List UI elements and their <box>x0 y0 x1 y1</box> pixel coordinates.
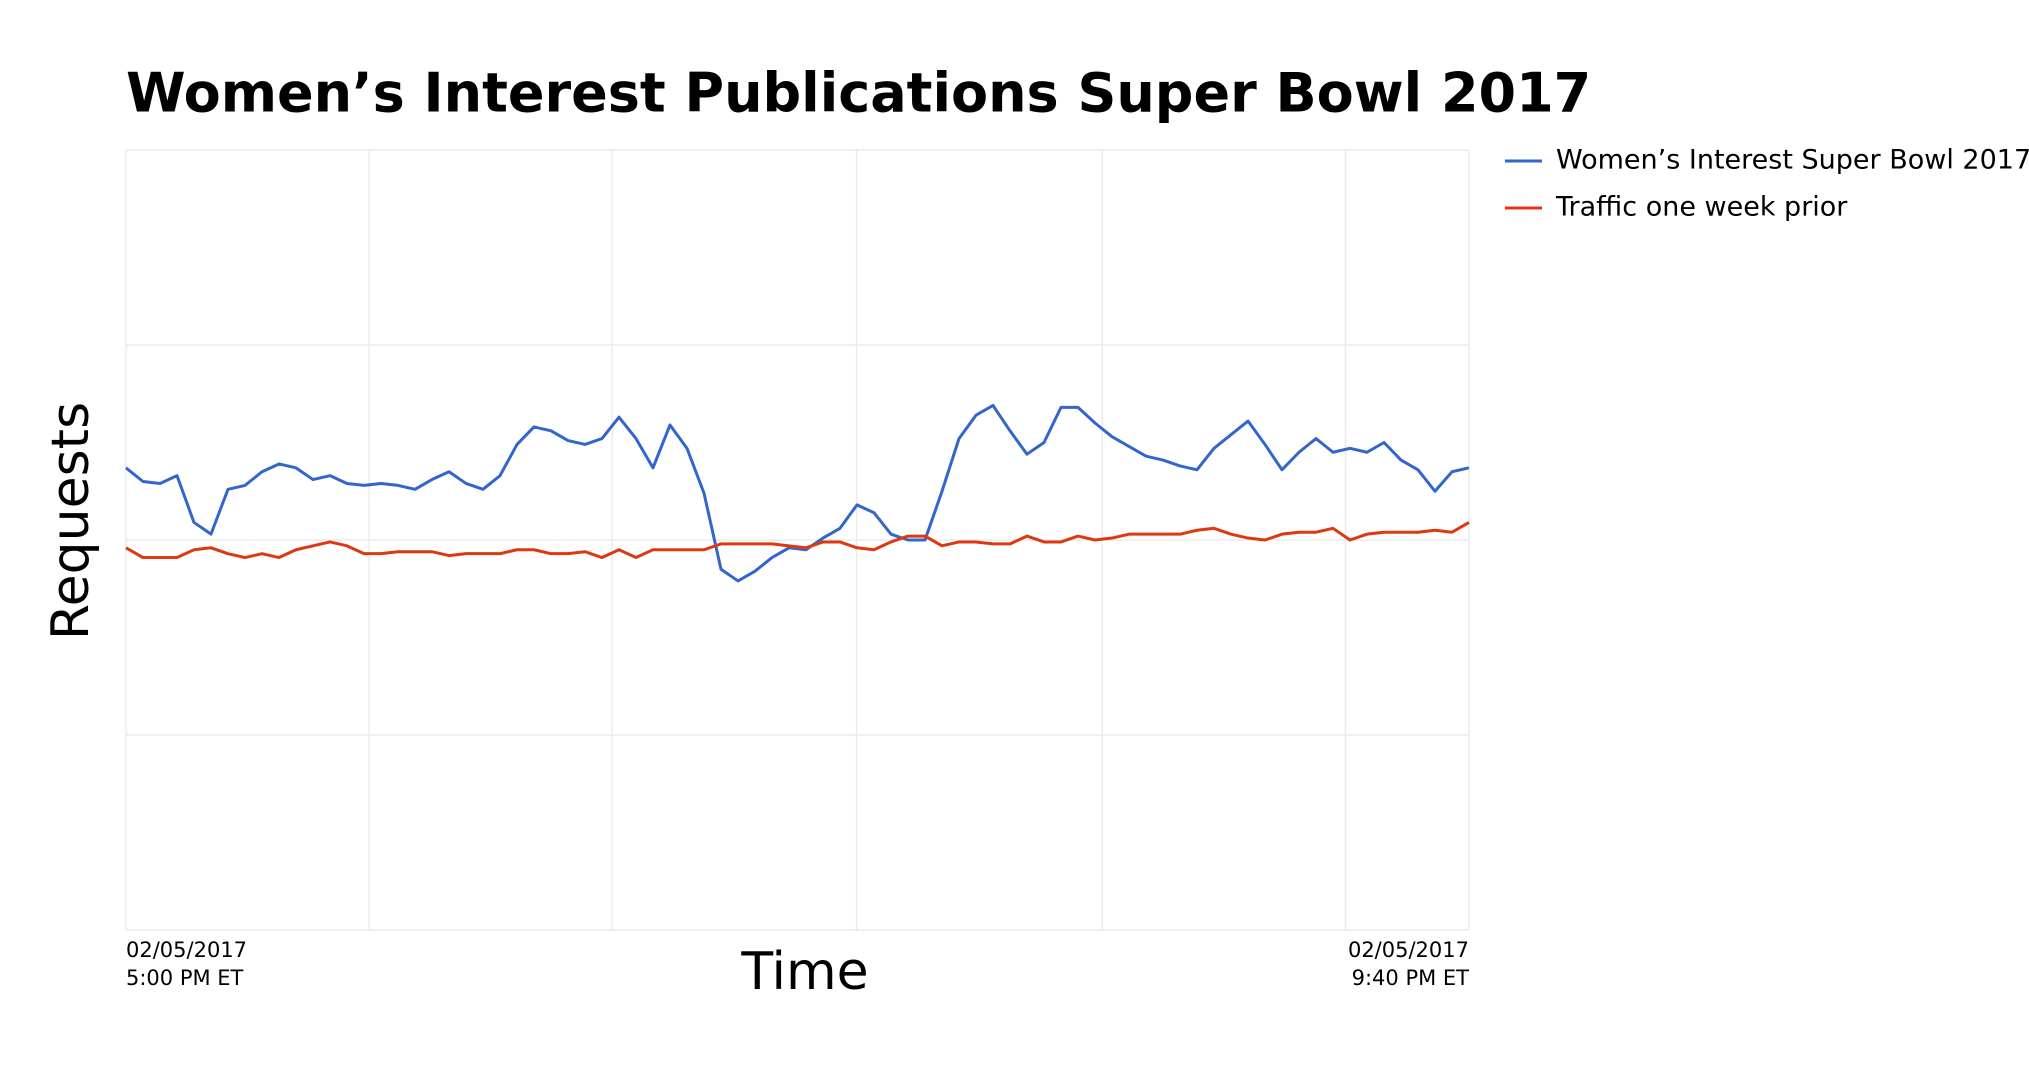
chart-title: Women’s Interest Publications Super Bowl… <box>126 62 1591 125</box>
x-axis-label: Time <box>740 942 868 1002</box>
legend-label: Women’s Interest Super Bowl 2017 <box>1556 145 2029 176</box>
y-axis-label: Requests <box>41 402 101 640</box>
x-tick-label: 02/05/2017 5:00 PM ET <box>126 938 248 990</box>
legend-label: Traffic one week prior <box>1555 192 1848 223</box>
series-line <box>125 403 1470 583</box>
series-line <box>125 521 1470 560</box>
x-tick-label: 02/05/2017 9:40 PM ET <box>1347 938 1469 990</box>
